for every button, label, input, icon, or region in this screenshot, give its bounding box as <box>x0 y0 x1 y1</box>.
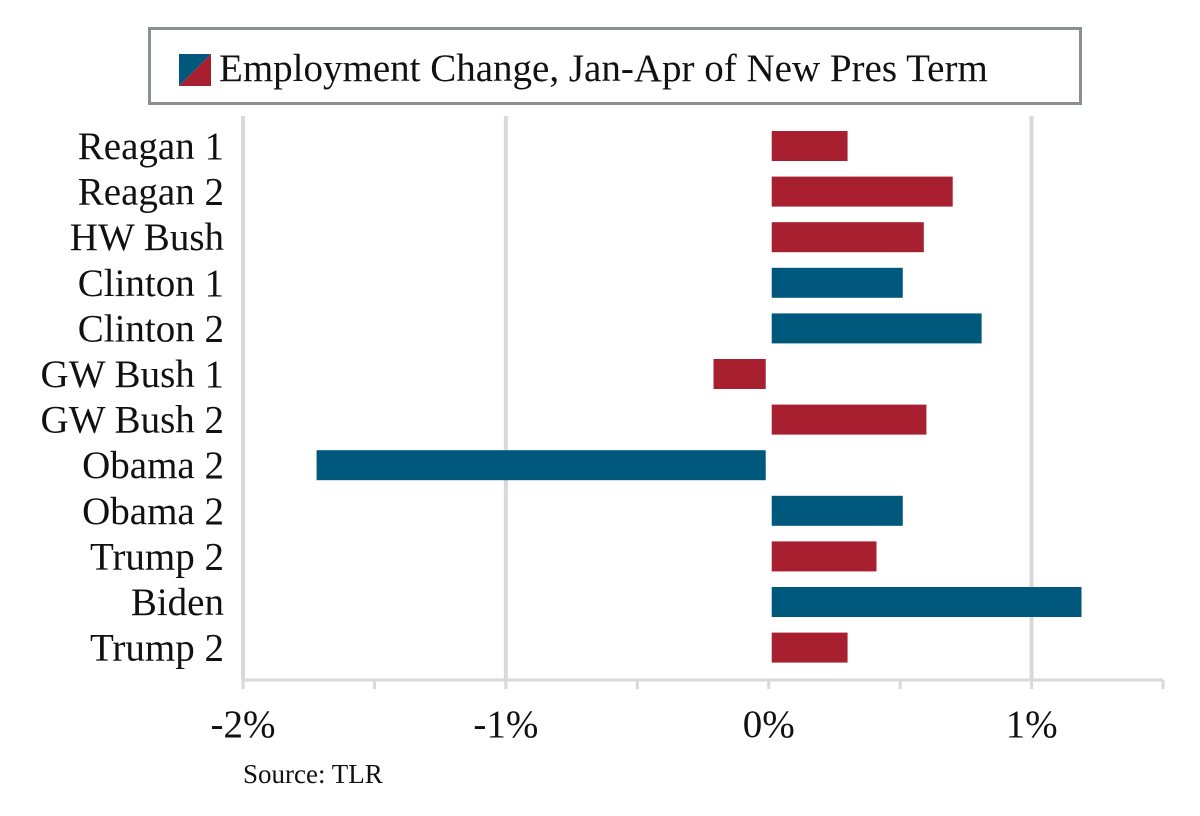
category-label: Obama 2 <box>82 490 224 533</box>
source-note: Source: TLR <box>243 759 383 789</box>
bar <box>771 176 953 207</box>
bar <box>771 541 877 572</box>
bar <box>771 495 903 526</box>
category-label: Clinton 2 <box>78 307 224 350</box>
bar <box>771 131 848 161</box>
category-label: Biden <box>131 581 224 624</box>
legend-swatch <box>179 54 211 86</box>
x-tick-label: -2% <box>211 703 276 746</box>
x-tick-label: 0% <box>743 703 795 746</box>
bar <box>771 632 848 663</box>
x-tick-label: -1% <box>473 703 538 746</box>
bar <box>771 404 927 435</box>
category-label: Obama 2 <box>82 444 224 487</box>
bar <box>771 222 924 253</box>
legend-label: Employment Change, Jan-Apr of New Pres T… <box>219 47 988 90</box>
bar <box>713 359 766 389</box>
bar <box>771 313 982 344</box>
category-label: GW Bush 1 <box>41 353 224 396</box>
bar <box>771 587 1082 617</box>
category-label: HW Bush <box>70 216 224 259</box>
chart-legend: Employment Change, Jan-Apr of New Pres T… <box>148 27 1082 105</box>
category-label: Reagan 1 <box>78 125 224 168</box>
category-label: Trump 2 <box>90 627 224 670</box>
x-tick-label: 1% <box>1006 703 1058 746</box>
category-label: Clinton 1 <box>78 262 224 305</box>
category-label: Reagan 2 <box>78 171 224 214</box>
bar <box>771 267 903 298</box>
category-label: Trump 2 <box>90 535 224 578</box>
bar <box>316 450 766 481</box>
legend-swatch-republican-half <box>179 54 211 86</box>
category-label: GW Bush 2 <box>41 399 224 442</box>
